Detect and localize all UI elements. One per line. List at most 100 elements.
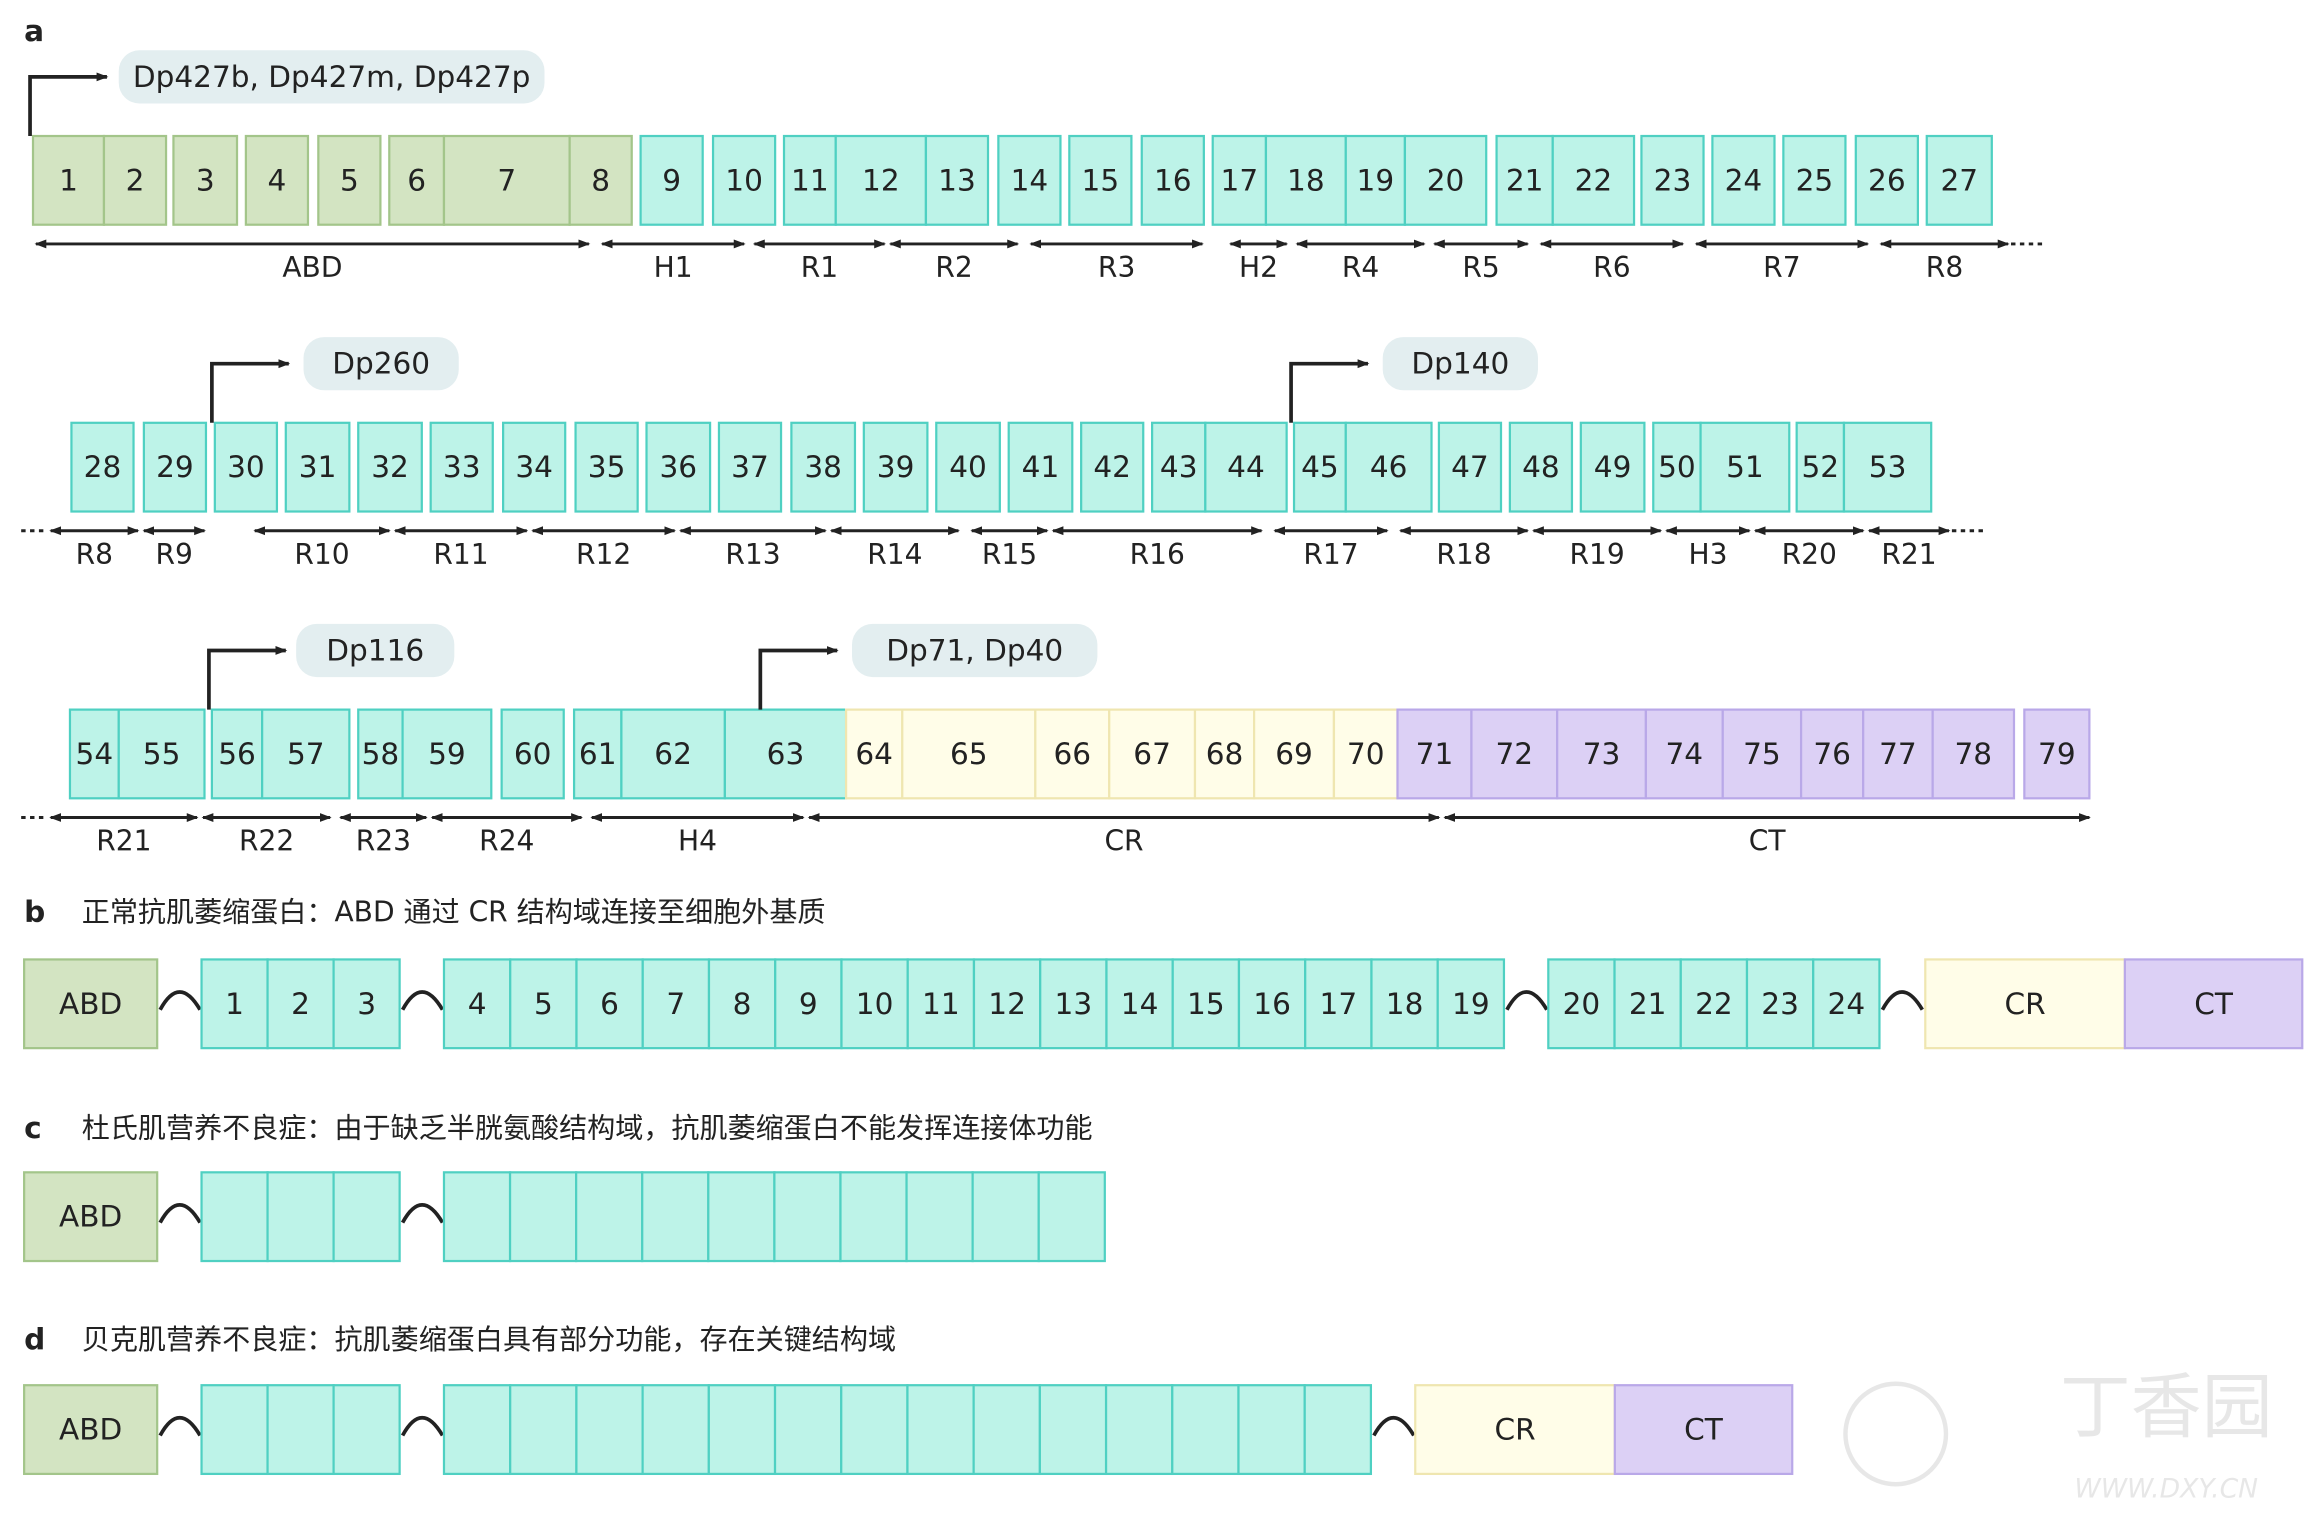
domain-label: R23 (356, 825, 411, 858)
exon-number: 69 (1275, 737, 1313, 771)
exon (574, 421, 639, 513)
repeat-block (266, 1171, 335, 1263)
block-label: 9 (799, 987, 818, 1021)
repeat-block (1104, 1384, 1174, 1476)
repeat-block (773, 1384, 843, 1476)
domain-label: H4 (678, 825, 717, 858)
domain-label: R9 (155, 538, 192, 571)
repeat-block (1436, 958, 1506, 1050)
exon-number: 32 (371, 450, 409, 484)
exon (117, 708, 206, 800)
exon (790, 421, 857, 513)
exon (2023, 708, 2091, 800)
exon-number: 38 (804, 450, 842, 484)
exon (568, 134, 633, 226)
hinge (158, 1203, 202, 1224)
exon-number: 4 (268, 163, 287, 197)
panel-label: c (24, 1111, 42, 1145)
block-label: 11 (922, 987, 960, 1021)
domain-label: R20 (1782, 538, 1837, 571)
block-label: 6 (600, 987, 619, 1021)
promoter-label-box (1382, 337, 1538, 391)
block-label: 10 (856, 987, 894, 1021)
exon (1931, 708, 2016, 800)
exon-number: 73 (1583, 737, 1621, 771)
hinge (158, 1416, 202, 1437)
exon-number: 61 (579, 737, 617, 771)
promoter-label-box (118, 50, 545, 104)
repeat-block (1303, 1384, 1373, 1476)
repeat-block (707, 1384, 777, 1476)
exon (1437, 421, 1503, 513)
exon-number: 76 (1813, 737, 1851, 771)
domain-label: R17 (1303, 538, 1358, 571)
promoter-label-box (852, 623, 1098, 678)
exon-number: 29 (156, 450, 194, 484)
exon (244, 134, 310, 226)
exon-number: 10 (725, 163, 763, 197)
block-label: 17 (1320, 987, 1358, 1021)
exon (924, 134, 990, 226)
exon (284, 421, 351, 513)
block-label: ABD (59, 1413, 122, 1447)
exon-number: 13 (938, 163, 976, 197)
block-label: 16 (1253, 987, 1291, 1021)
repeat-block (332, 1384, 401, 1476)
exon-number: 51 (1726, 450, 1764, 484)
exon (1795, 421, 1846, 513)
domain-label: R2 (935, 251, 972, 284)
exon-number: 22 (1575, 163, 1613, 197)
domain-label: R15 (982, 538, 1037, 571)
domain-label: R13 (725, 538, 780, 571)
domain-label: R24 (479, 825, 534, 858)
block-label: 20 (1563, 987, 1601, 1021)
repeat-block (971, 1171, 1040, 1263)
exon (1470, 708, 1559, 800)
exon-number: 68 (1206, 737, 1244, 771)
hinge (1505, 990, 1549, 1011)
exon-number: 57 (287, 737, 325, 771)
block-label: 23 (1761, 987, 1799, 1021)
panel-caption: 贝克肌营养不良症：抗肌萎缩蛋白具有部分功能，存在关键结构域 (82, 1323, 896, 1356)
exon (1332, 708, 1399, 800)
domain-label: R5 (1462, 251, 1499, 284)
repeat-block (509, 1384, 578, 1476)
exon-number: 34 (515, 450, 553, 484)
block-label: 2 (291, 987, 310, 1021)
domain-block (1613, 1384, 1794, 1476)
exon-number: 53 (1869, 450, 1907, 484)
exon-number: 62 (654, 737, 692, 771)
exon-number: 26 (1868, 163, 1906, 197)
repeat-block (200, 1384, 269, 1476)
exon-number: 36 (659, 450, 697, 484)
domain-block (23, 958, 159, 1050)
exon (357, 421, 423, 513)
panel-label: d (24, 1322, 45, 1356)
exon-number: 31 (299, 450, 337, 484)
exon-number: 39 (877, 450, 915, 484)
repeat-block (442, 1384, 512, 1476)
exon (31, 134, 106, 226)
exon (1007, 421, 1074, 513)
hinge (400, 990, 445, 1011)
exon-number: 2 (126, 163, 145, 197)
exon (1264, 134, 1347, 226)
block-label: ABD (59, 1200, 122, 1234)
exon (1640, 134, 1705, 226)
repeat-block (1745, 958, 1815, 1050)
exon-number: 77 (1879, 737, 1917, 771)
domain-label: R21 (96, 825, 151, 858)
exon (500, 708, 565, 800)
repeat-block (1171, 1384, 1240, 1476)
exon-number: 21 (1506, 163, 1544, 197)
exon-number: 18 (1287, 163, 1325, 197)
exon (70, 421, 135, 513)
block-label: 13 (1055, 987, 1093, 1021)
exon (1204, 421, 1288, 513)
exon (213, 421, 279, 513)
block-label: 12 (988, 987, 1026, 1021)
domain-label: R16 (1130, 538, 1185, 571)
hinge (158, 990, 202, 1011)
